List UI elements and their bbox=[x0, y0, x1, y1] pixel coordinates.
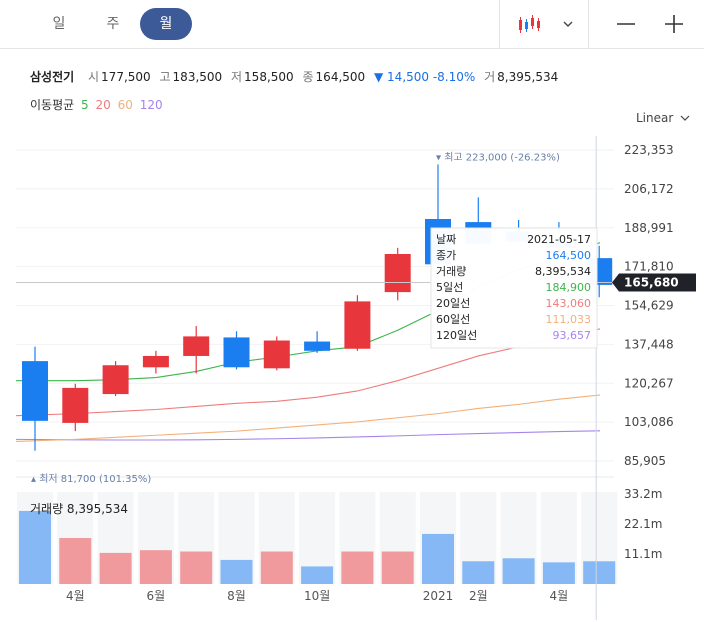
change-value: ▼ 14,500 -8.10% bbox=[374, 70, 476, 84]
current-price-label: 165,680 bbox=[624, 275, 679, 289]
toolbar-divider bbox=[588, 0, 589, 48]
candle-body bbox=[304, 341, 331, 351]
ma60-line bbox=[15, 394, 600, 442]
volume-bar bbox=[139, 550, 172, 584]
high-label: 고 bbox=[159, 70, 171, 84]
volume-bar bbox=[502, 558, 535, 584]
volume-tick-label: 22.1m bbox=[624, 517, 662, 531]
max-marker: ▾ 최고 223,000 (-26.23%) bbox=[436, 151, 560, 163]
volume-bar bbox=[381, 551, 414, 584]
tooltip-value: 2021-05-17 bbox=[527, 233, 591, 246]
x-tick-label: 10월 bbox=[304, 589, 330, 603]
y-tick-label: 120,267 bbox=[624, 376, 674, 390]
ma120-legend: 120 bbox=[139, 98, 163, 112]
open-label: 시 bbox=[88, 70, 100, 84]
chevron-down-icon[interactable] bbox=[556, 8, 580, 40]
min-marker: ▴ 최저 81,700 (101.35%) bbox=[31, 473, 151, 485]
tooltip-label: 종가 bbox=[436, 249, 456, 262]
high-value: 183,500 bbox=[172, 70, 223, 84]
candle-body bbox=[223, 337, 250, 368]
volume-label: 거 bbox=[484, 70, 496, 84]
toolbar: 일 주 월 bbox=[0, 0, 704, 49]
tooltip-value: 184,900 bbox=[546, 281, 592, 294]
volume-tick-label: 33.2m bbox=[624, 487, 662, 501]
scale-selector[interactable]: Linear bbox=[636, 111, 690, 125]
current-price-tag bbox=[612, 273, 696, 292]
ma20-legend: 20 bbox=[95, 98, 111, 112]
volume-value: 8,395,534 bbox=[497, 70, 559, 84]
y-tick-label: 103,086 bbox=[624, 415, 674, 429]
scale-label: Linear bbox=[636, 111, 674, 125]
y-tick-label: 85,905 bbox=[624, 454, 666, 468]
volume-bar bbox=[19, 510, 51, 584]
stock-name: 삼성전기 bbox=[30, 70, 75, 84]
ma5-legend: 5 bbox=[81, 98, 89, 112]
tooltip-value: 111,033 bbox=[546, 313, 592, 326]
volume-bar bbox=[462, 561, 495, 584]
tooltip-value: 164,500 bbox=[546, 249, 592, 262]
ma120-line bbox=[15, 430, 600, 441]
plus-icon[interactable] bbox=[655, 8, 689, 40]
x-tick-label: 6월 bbox=[147, 589, 166, 603]
y-tick-label: 188,991 bbox=[624, 221, 674, 235]
tooltip-label: 5일선 bbox=[436, 280, 463, 294]
candlestick-icon[interactable] bbox=[512, 8, 546, 40]
y-tick-label: 171,810 bbox=[624, 260, 674, 274]
x-tick-label: 2월 bbox=[469, 589, 488, 603]
tooltip-value: 8,395,534 bbox=[535, 265, 591, 278]
candle-body bbox=[263, 340, 290, 369]
volume-bar bbox=[260, 551, 293, 584]
close-value: 164,500 bbox=[315, 70, 366, 84]
candle-body bbox=[102, 365, 129, 395]
candle-body bbox=[22, 361, 48, 421]
x-tick-label: 4월 bbox=[66, 589, 85, 603]
volume-bar bbox=[422, 533, 454, 584]
tooltip-label: 날짜 bbox=[436, 233, 456, 246]
tab-monthly[interactable]: 월 bbox=[140, 8, 192, 40]
candle-body bbox=[183, 336, 210, 356]
low-value: 158,500 bbox=[244, 70, 294, 84]
low-label: 저 bbox=[231, 70, 243, 84]
x-tick-label: 2021 bbox=[423, 589, 454, 603]
volume-bar bbox=[583, 561, 616, 584]
close-label: 종 bbox=[302, 70, 314, 84]
volume-bar bbox=[301, 566, 334, 584]
tab-daily[interactable]: 일 bbox=[52, 16, 66, 32]
tooltip-label: 20일선 bbox=[436, 296, 470, 310]
volume-bar bbox=[180, 551, 213, 584]
ma-legend[interactable]: 이동평균 5 20 60 120 bbox=[30, 96, 166, 113]
tooltip-box bbox=[430, 227, 598, 349]
tooltip-label: 120일선 bbox=[436, 328, 477, 342]
x-tick-label: 8월 bbox=[227, 589, 246, 603]
candle-body bbox=[142, 355, 169, 368]
y-tick-label: 137,448 bbox=[624, 337, 674, 351]
ma60-legend: 60 bbox=[117, 98, 133, 112]
y-tick-label: 206,172 bbox=[624, 182, 674, 196]
tab-weekly[interactable]: 주 bbox=[106, 16, 120, 32]
minus-icon[interactable] bbox=[608, 8, 642, 40]
candle-body bbox=[62, 387, 89, 423]
open-value: 177,500 bbox=[101, 70, 151, 84]
x-tick-label: 4월 bbox=[550, 589, 569, 603]
quote-summary: 삼성전기 시 177,500 고 183,500 저 158,500 종 164,500… bbox=[30, 68, 563, 85]
chevron-down-icon bbox=[680, 115, 690, 121]
volume-tick-label: 11.1m bbox=[624, 547, 662, 561]
volume-bar bbox=[59, 538, 92, 584]
tooltip-label: 60일선 bbox=[436, 312, 470, 326]
toolbar-divider bbox=[499, 0, 500, 48]
tooltip-value: 143,060 bbox=[546, 297, 592, 310]
candle-body bbox=[384, 254, 411, 293]
volume-bar bbox=[341, 551, 374, 584]
y-tick-label: 154,629 bbox=[624, 299, 674, 313]
y-tick-label: 223,353 bbox=[624, 143, 674, 157]
tooltip-value: 93,657 bbox=[553, 329, 592, 342]
volume-bar bbox=[99, 552, 132, 584]
candle-body bbox=[344, 301, 371, 349]
tooltip-label: 거래량 bbox=[436, 265, 466, 278]
ma-legend-title: 이동평균 bbox=[30, 98, 75, 112]
volume-bar bbox=[220, 559, 253, 584]
volume-bar bbox=[542, 562, 575, 584]
volume-title: 거래량 8,395,534 bbox=[30, 502, 129, 516]
